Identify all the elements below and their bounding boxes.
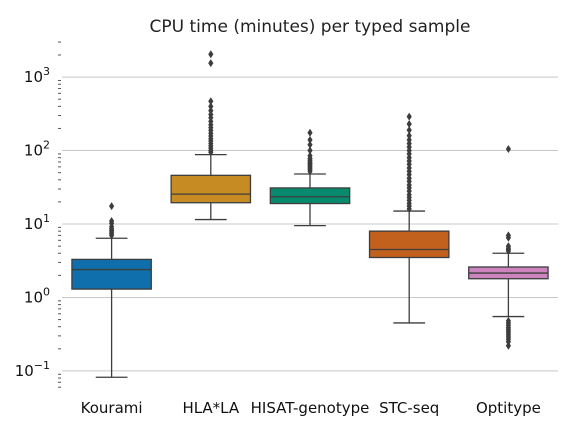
outlier-point — [406, 119, 412, 128]
box-kourami — [71, 202, 152, 378]
outlier-point — [208, 106, 214, 115]
iqr-box — [71, 258, 152, 290]
outlier-point — [307, 151, 313, 160]
x-tick-label: HLA*LA — [182, 399, 239, 417]
y-tick-label: 103 — [24, 65, 50, 86]
box-hla-la — [170, 50, 252, 221]
outlier-point — [307, 146, 313, 155]
outlier-point — [505, 145, 511, 154]
outlier-point — [109, 216, 115, 225]
box-optitype — [468, 145, 549, 350]
iqr-box — [269, 187, 351, 205]
box-hisat-genotype — [269, 128, 351, 227]
y-tick-label: 101 — [24, 212, 50, 233]
outlier-point — [406, 135, 412, 144]
outlier-point — [307, 135, 313, 144]
outlier-point — [406, 126, 412, 135]
y-tick-label: 10−1 — [15, 359, 50, 380]
outlier-point — [109, 202, 115, 211]
y-tick-label: 100 — [24, 285, 50, 306]
outlier-point — [208, 97, 214, 106]
outlier-point — [406, 112, 412, 121]
boxes — [71, 50, 549, 378]
outlier-point — [208, 50, 214, 59]
outlier-point — [208, 59, 214, 68]
outlier-point — [208, 102, 214, 111]
x-axis: Kourami HLA*LA HISAT-genotype STC-seq Optity… — [81, 399, 541, 417]
outlier-point — [505, 231, 511, 240]
x-tick-label: HISAT-genotype — [251, 399, 370, 417]
x-tick-label: STC-seq — [379, 399, 439, 417]
outlier-point — [505, 341, 511, 350]
y-axis: 10−1 100 101 102 103 — [15, 41, 61, 388]
outlier-point — [406, 131, 412, 140]
iqr-box — [170, 174, 252, 204]
x-tick-label: Optitype — [476, 399, 541, 417]
y-tick-label: 102 — [24, 139, 50, 160]
iqr-box — [368, 230, 450, 259]
outlier-point — [307, 128, 313, 137]
outlier-point — [505, 242, 511, 251]
chart-title: CPU time (minutes) per typed sample — [150, 17, 471, 37]
outlier-point — [505, 316, 511, 325]
x-tick-label: Kourami — [81, 399, 143, 417]
outlier-point — [307, 140, 313, 149]
box-stc-seq — [368, 112, 450, 324]
